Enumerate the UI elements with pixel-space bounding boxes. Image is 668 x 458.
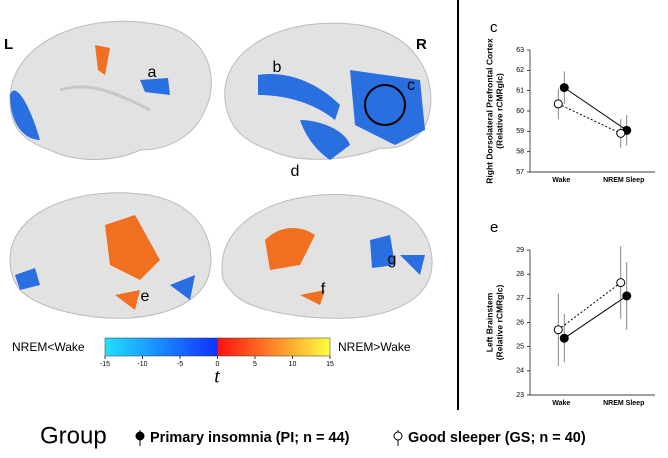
data-point [553,325,563,335]
y-tick-label: 24 [516,368,524,375]
y-tick-label: 63 [516,47,524,54]
y-axis-label: Right Dorsolateral Prefrontal Cortex [484,38,494,184]
y-tick-label: 58 [516,149,524,156]
colorbar-tick-label: 0 [216,361,220,368]
colorbar-tick-label: 15 [326,361,334,368]
y-tick-label: 60 [516,108,524,115]
colorbar-tick-label: -15 [100,361,110,368]
legend-marker [393,431,403,441]
data-point [622,291,632,301]
region-label: e [141,288,150,305]
legend-title: Group [40,422,107,449]
brain-medial-left [9,192,212,319]
hemisphere-label: L [4,36,13,53]
colorbar [104,337,331,357]
region-label: c [407,77,415,94]
colorbar-title: t [214,366,220,388]
data-point [616,278,626,288]
region-label: d [291,163,300,180]
data-point [553,99,563,109]
y-tick-label: 62 [516,67,524,74]
series-line [557,282,622,331]
region-label: g [388,251,397,268]
x-tick-label: NREM Sleep [603,177,644,184]
colorbar-label: NREM>Wake [338,340,411,354]
y-tick-label: 28 [516,271,524,278]
data-point [559,333,569,343]
colorbar-tick-label: -10 [137,361,147,368]
panel-label: e [490,219,498,236]
panel-label: c [490,19,498,36]
x-tick-label: NREM Sleep [603,400,644,407]
x-tick-label: Wake [552,177,570,184]
series-line [563,87,628,131]
y-axis-label: Left Brainstem [484,292,494,352]
brain-lateral-right [224,22,432,160]
y-tick-label: 59 [516,128,524,135]
y-axis-label: (Relative rCMRglc) [494,285,504,361]
brain-lateral-left [9,20,212,160]
colorbar-tick-label: 10 [289,361,297,368]
region-label: f [321,281,326,298]
y-tick-label: 25 [516,344,524,351]
y-tick-label: 26 [516,319,524,326]
y-tick-label: 57 [516,169,524,176]
data-point [616,128,626,138]
series-line [558,103,621,134]
legend-label: Good sleeper (GS; n = 40) [408,430,586,446]
y-tick-label: 61 [516,88,524,95]
y-tick-label: 27 [516,295,524,302]
x-tick-label: Wake [552,400,570,407]
colorbar-tick-label: -5 [177,361,183,368]
data-point [559,83,569,93]
hemisphere-label: R [416,36,427,53]
legend-marker [135,431,145,441]
colorbar-tick-label: 5 [253,361,257,368]
colorbar-label: NREM<Wake [12,340,85,354]
y-axis-label: (Relative rCMRglc) [494,73,504,149]
y-tick-label: 23 [516,392,524,399]
brain-medial-right [221,193,433,319]
region-label: a [148,64,157,81]
legend-label: Primary insomnia (PI; n = 44) [150,430,350,446]
y-tick-label: 29 [516,247,524,254]
series-line [563,295,628,339]
region-label: b [273,59,282,76]
